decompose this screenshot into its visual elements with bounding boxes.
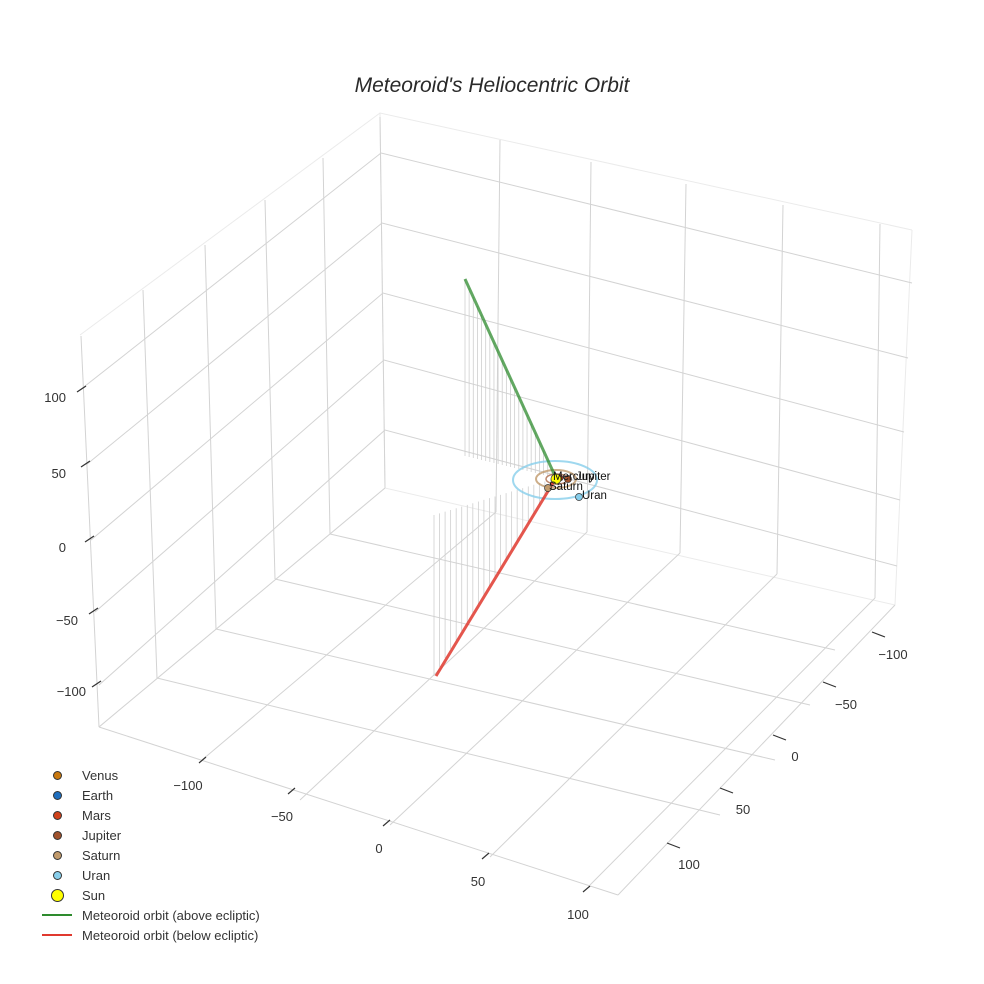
- mars-marker-icon: [40, 805, 74, 825]
- legend-label: Jupiter: [82, 827, 122, 843]
- legend-item-orbit-below[interactable]: Meteoroid orbit (below ecliptic): [40, 925, 260, 945]
- right-wall-grid: [495, 139, 881, 599]
- legend-label: Uran: [82, 867, 111, 883]
- meteoroid-orbit-above[interactable]: [463, 278, 558, 479]
- planet-label-saturn: Saturn: [549, 481, 583, 493]
- x-tick-label: −100: [173, 778, 202, 793]
- planets: Mercury Jupiter Saturn Uran: [544, 471, 611, 502]
- z-tick-label: −100: [57, 684, 86, 699]
- uran-orbit: [512, 460, 598, 500]
- y-tick-label: 100: [678, 857, 700, 872]
- saturn-marker-icon: [40, 845, 74, 865]
- legend-item-uran[interactable]: Uran: [40, 865, 260, 885]
- venus-marker-icon: [40, 765, 74, 785]
- box-edges: [79, 112, 913, 728]
- legend-item-orbit-above[interactable]: Meteoroid orbit (above ecliptic): [40, 905, 260, 925]
- legend-item-venus[interactable]: Venus: [40, 765, 260, 785]
- floor-grid: [98, 487, 896, 896]
- z-tick-label: 0: [59, 540, 66, 555]
- uran-marker-icon: [40, 865, 74, 885]
- x-tick-label: 50: [471, 874, 485, 889]
- x-axis: −100 −50 0 50 100: [173, 756, 591, 922]
- legend-label: Meteoroid orbit (below ecliptic): [82, 927, 259, 943]
- y-tick-label: −100: [878, 647, 907, 662]
- y-axis: −100 −50 0 50 100: [666, 631, 908, 872]
- uran-marker[interactable]: [575, 493, 583, 501]
- legend-item-saturn[interactable]: Saturn: [40, 845, 260, 865]
- x-tick-label: 0: [375, 841, 382, 856]
- legend-item-earth[interactable]: Earth: [40, 785, 260, 805]
- y-tick-label: 50: [736, 802, 750, 817]
- saturn-marker[interactable]: [544, 484, 552, 492]
- legend-item-sun[interactable]: Sun: [40, 885, 260, 905]
- legend-label: Meteoroid orbit (above ecliptic): [82, 907, 260, 923]
- meteoroid-orbit-below[interactable]: [434, 477, 558, 677]
- y-tick-label: −50: [835, 697, 857, 712]
- chart-title: Meteoroid's Heliocentric Orbit: [354, 74, 630, 97]
- legend-label: Mars: [82, 807, 111, 823]
- z-tick-label: 50: [52, 466, 66, 481]
- y-tick-label: 0: [791, 749, 798, 764]
- earth-marker-icon: [40, 785, 74, 805]
- legend-label: Sun: [82, 887, 106, 903]
- planet-label-uran: Uran: [582, 490, 607, 502]
- jupiter-marker[interactable]: [564, 475, 572, 483]
- sun-marker-icon: [40, 885, 74, 905]
- planet-label-jupiter: Jupiter: [576, 471, 611, 483]
- legend-label: Saturn: [82, 847, 121, 863]
- legend-label: Venus: [82, 767, 119, 783]
- legend: Venus Earth Mars Jupiter Saturn Uran Sun…: [40, 765, 260, 945]
- z-axis: 100 50 0 −50 −100: [44, 385, 102, 699]
- legend-label: Earth: [82, 787, 114, 803]
- green-line-icon: [40, 905, 74, 925]
- x-tick-label: −50: [271, 809, 293, 824]
- sun-marker[interactable]: [550, 473, 562, 485]
- legend-item-jupiter[interactable]: Jupiter: [40, 825, 260, 845]
- drop-lines-above: [464, 279, 553, 477]
- z-tick-label: −50: [56, 613, 78, 628]
- z-tick-label: 100: [44, 390, 66, 405]
- legend-item-mars[interactable]: Mars: [40, 805, 260, 825]
- red-line-icon: [40, 925, 74, 945]
- drop-lines-below: [433, 479, 551, 676]
- saturn-orbit: [535, 469, 577, 489]
- planet-label-mercury: Mercury: [553, 471, 595, 483]
- jupiter-marker-icon: [40, 825, 74, 845]
- x-tick-label: 100: [567, 907, 589, 922]
- left-wall-grid: [79, 116, 913, 728]
